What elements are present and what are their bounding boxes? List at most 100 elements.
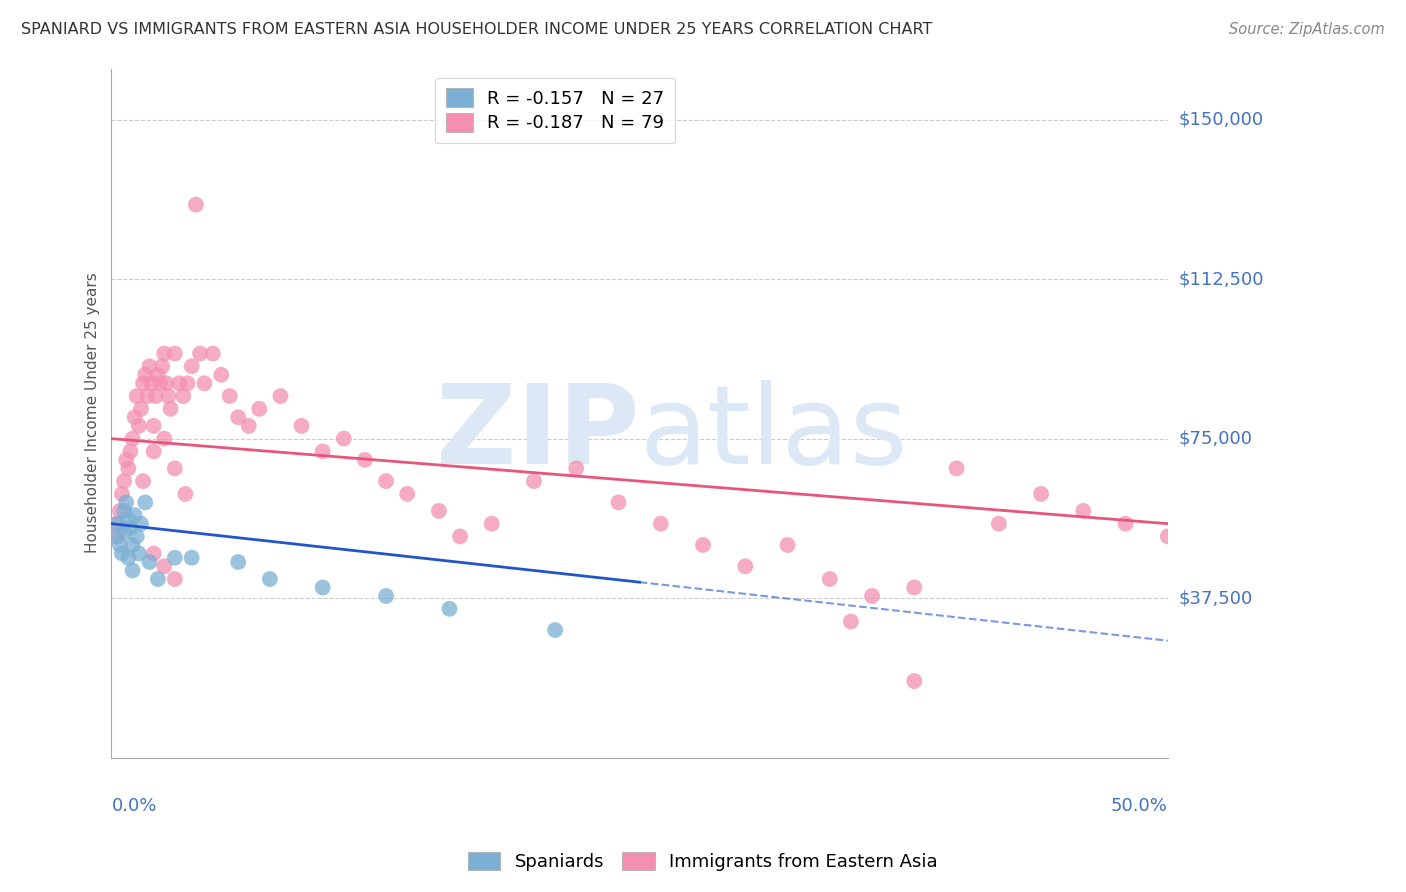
Point xyxy=(117,461,139,475)
Point xyxy=(903,581,925,595)
Point xyxy=(138,555,160,569)
Text: $112,500: $112,500 xyxy=(1180,270,1264,288)
Point xyxy=(176,376,198,391)
Point xyxy=(128,546,150,560)
Point xyxy=(129,401,152,416)
Point xyxy=(172,389,194,403)
Point xyxy=(153,559,176,574)
Point xyxy=(117,512,139,526)
Point xyxy=(163,572,186,586)
Point xyxy=(111,487,134,501)
Point xyxy=(149,376,172,391)
Point xyxy=(1029,487,1052,501)
Point xyxy=(449,529,471,543)
Point xyxy=(544,623,567,637)
Point xyxy=(141,376,163,391)
Point xyxy=(354,453,377,467)
Point xyxy=(125,529,148,543)
Point xyxy=(159,401,181,416)
Text: atlas: atlas xyxy=(640,380,908,487)
Point xyxy=(112,504,135,518)
Point xyxy=(120,444,142,458)
Point xyxy=(692,538,714,552)
Point xyxy=(290,418,312,433)
Point xyxy=(218,389,240,403)
Point xyxy=(174,487,197,501)
Point xyxy=(146,368,169,382)
Point xyxy=(108,504,131,518)
Text: $37,500: $37,500 xyxy=(1180,589,1253,607)
Point xyxy=(117,550,139,565)
Point xyxy=(565,461,588,475)
Text: 0.0%: 0.0% xyxy=(111,797,157,814)
Point xyxy=(142,444,165,458)
Point xyxy=(142,546,165,560)
Point xyxy=(193,376,215,391)
Point xyxy=(427,504,450,518)
Point xyxy=(269,389,291,403)
Point xyxy=(945,461,967,475)
Point xyxy=(120,521,142,535)
Text: SPANIARD VS IMMIGRANTS FROM EASTERN ASIA HOUSEHOLDER INCOME UNDER 25 YEARS CORRE: SPANIARD VS IMMIGRANTS FROM EASTERN ASIA… xyxy=(21,22,932,37)
Legend: Spaniards, Immigrants from Eastern Asia: Spaniards, Immigrants from Eastern Asia xyxy=(461,845,945,879)
Point xyxy=(167,376,190,391)
Point xyxy=(150,359,173,374)
Point xyxy=(375,589,398,603)
Point xyxy=(226,410,249,425)
Point xyxy=(112,525,135,540)
Point xyxy=(439,601,461,615)
Point xyxy=(138,359,160,374)
Point xyxy=(111,546,134,560)
Point xyxy=(129,516,152,531)
Point xyxy=(163,550,186,565)
Point xyxy=(375,474,398,488)
Point xyxy=(153,432,176,446)
Point xyxy=(209,368,232,382)
Point xyxy=(121,432,143,446)
Point xyxy=(226,555,249,569)
Point xyxy=(201,346,224,360)
Point xyxy=(987,516,1010,531)
Point xyxy=(121,538,143,552)
Point xyxy=(776,538,799,552)
Point xyxy=(312,581,335,595)
Point xyxy=(818,572,841,586)
Point xyxy=(396,487,419,501)
Point xyxy=(107,516,129,531)
Point xyxy=(115,453,138,467)
Point xyxy=(115,495,138,509)
Point xyxy=(1157,529,1180,543)
Point xyxy=(128,418,150,433)
Point xyxy=(259,572,281,586)
Point xyxy=(238,418,260,433)
Point xyxy=(523,474,546,488)
Point xyxy=(860,589,883,603)
Point xyxy=(607,495,630,509)
Point xyxy=(180,550,202,565)
Point xyxy=(124,508,146,523)
Point xyxy=(163,461,186,475)
Point xyxy=(839,615,862,629)
Point xyxy=(157,389,180,403)
Point xyxy=(145,389,167,403)
Point xyxy=(134,495,156,509)
Point xyxy=(132,474,155,488)
Point xyxy=(107,529,129,543)
Point xyxy=(180,359,202,374)
Point xyxy=(163,346,186,360)
Text: $150,000: $150,000 xyxy=(1180,111,1264,128)
Point xyxy=(125,389,148,403)
Point xyxy=(1073,504,1095,518)
Point xyxy=(903,674,925,689)
Point xyxy=(481,516,503,531)
Point xyxy=(132,376,155,391)
Text: $75,000: $75,000 xyxy=(1180,430,1253,448)
Point xyxy=(146,572,169,586)
Point xyxy=(142,418,165,433)
Point xyxy=(153,346,176,360)
Point xyxy=(184,197,207,211)
Point xyxy=(333,432,356,446)
Legend: R = -0.157   N = 27, R = -0.187   N = 79: R = -0.157 N = 27, R = -0.187 N = 79 xyxy=(434,78,675,144)
Point xyxy=(188,346,211,360)
Text: Source: ZipAtlas.com: Source: ZipAtlas.com xyxy=(1229,22,1385,37)
